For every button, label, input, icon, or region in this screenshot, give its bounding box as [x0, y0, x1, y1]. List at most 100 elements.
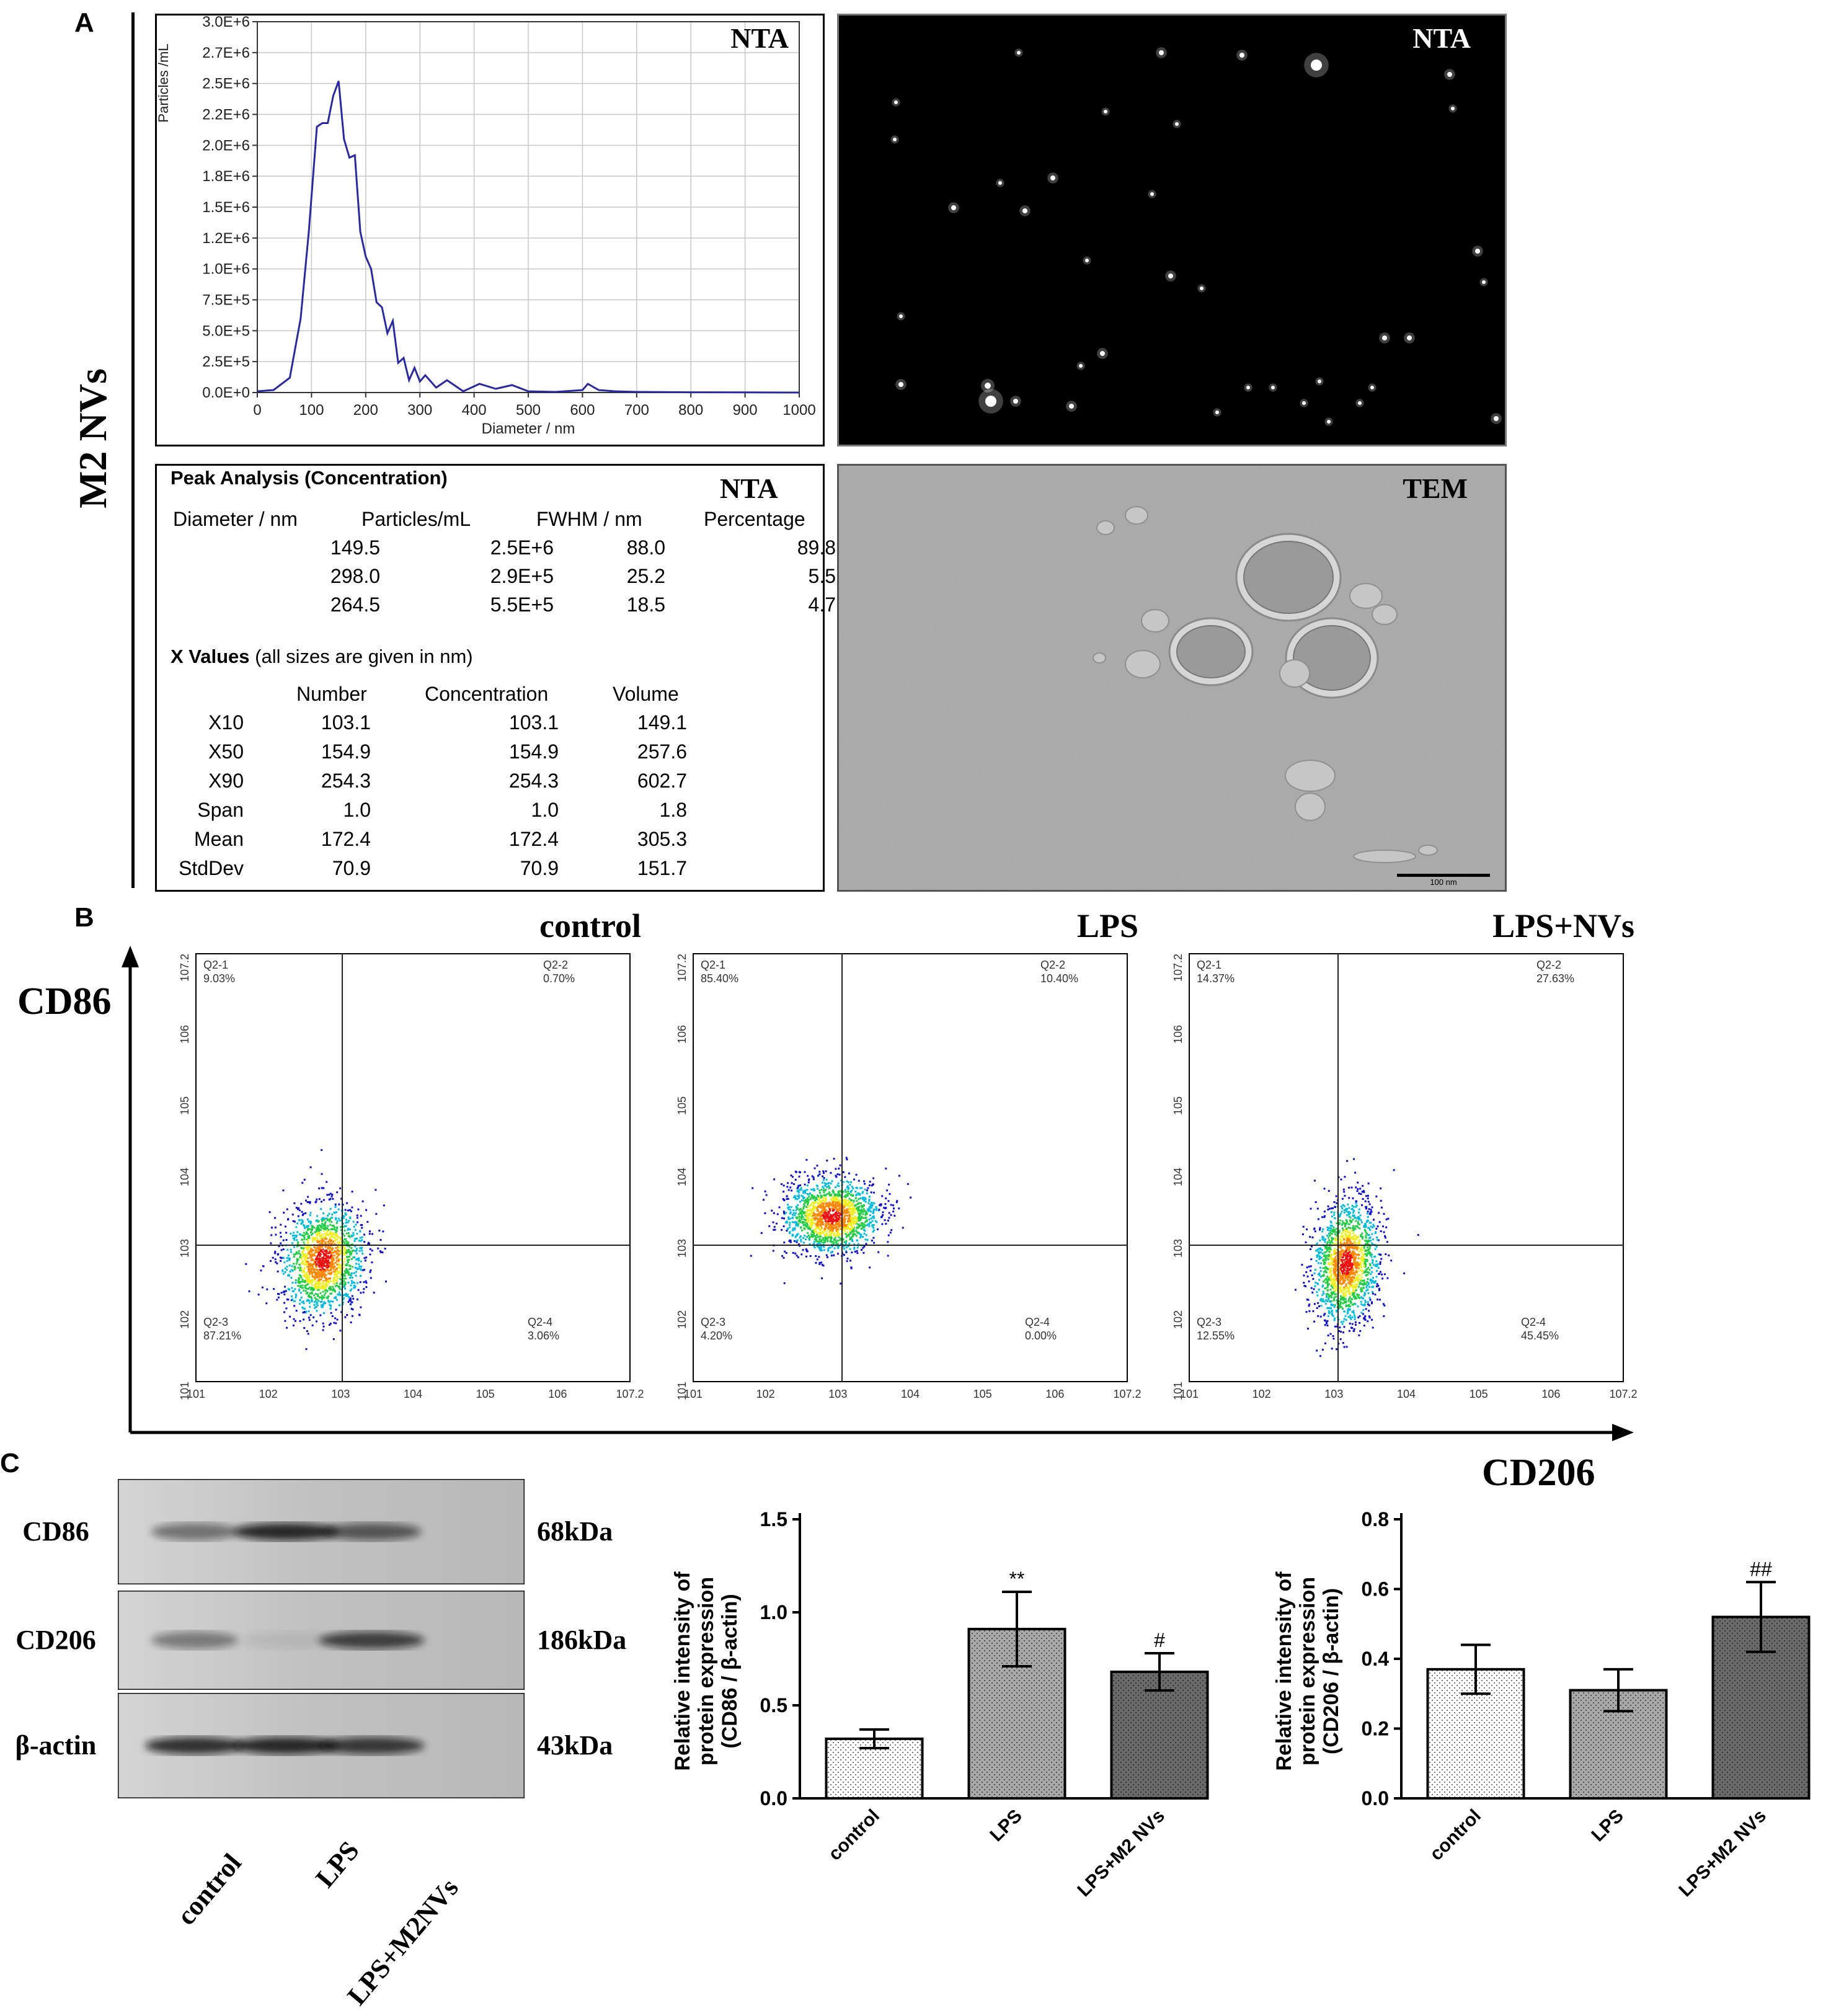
x-tick-label: 102 [756, 1388, 775, 1400]
event-dot [867, 1239, 869, 1241]
event-dot [885, 1197, 887, 1199]
event-dot [1375, 1248, 1377, 1250]
event-dot [814, 1199, 816, 1201]
event-dot [824, 1241, 826, 1243]
event-dot [1369, 1297, 1371, 1299]
particle [1475, 249, 1480, 254]
peak-analysis-title: Peak Analysis (Concentration) [171, 467, 448, 489]
event-dot [794, 1240, 796, 1242]
event-dot [295, 1253, 297, 1254]
event-dot [339, 1188, 341, 1189]
event-dot [876, 1206, 877, 1208]
event-dot [910, 1197, 911, 1199]
event-dot [804, 1171, 806, 1173]
event-dot [822, 1206, 824, 1207]
event-dot [1353, 1158, 1355, 1160]
event-dot [856, 1231, 858, 1233]
event-dot [885, 1223, 887, 1225]
event-dot [339, 1294, 341, 1295]
y-axis-label: Particles /mL [157, 43, 171, 122]
event-dot [1358, 1334, 1360, 1336]
event-dot [833, 1242, 835, 1244]
event-dot [312, 1233, 314, 1235]
event-dot [293, 1220, 295, 1222]
event-dot [311, 1273, 313, 1275]
event-dot [822, 1215, 823, 1217]
event-dot [848, 1223, 849, 1225]
event-dot [1328, 1310, 1330, 1312]
event-dot [325, 1282, 327, 1284]
event-dot [1367, 1246, 1368, 1248]
event-dot [348, 1249, 350, 1251]
xvalues-cell: 172.4 [435, 828, 559, 851]
event-dot [892, 1204, 894, 1206]
event-dot [1372, 1238, 1374, 1240]
event-dot [1341, 1224, 1343, 1226]
event-dot [1314, 1272, 1316, 1274]
event-dot [787, 1182, 789, 1184]
event-dot [1344, 1230, 1346, 1232]
event-dot [329, 1277, 331, 1279]
particle [1318, 380, 1321, 383]
event-dot [817, 1236, 818, 1238]
event-dot [1373, 1264, 1375, 1266]
event-dot [1348, 1223, 1350, 1225]
event-dot [339, 1292, 340, 1294]
event-dot [294, 1235, 296, 1237]
event-dot [356, 1253, 358, 1254]
event-dot [335, 1206, 337, 1207]
peak-cell: 5.5 [730, 565, 836, 588]
event-dot [381, 1251, 383, 1253]
event-dot [797, 1240, 799, 1241]
event-dot [852, 1210, 854, 1212]
event-dot [321, 1250, 322, 1252]
event-dot [245, 1263, 247, 1265]
event-dot [339, 1286, 340, 1287]
event-dot [1345, 1234, 1347, 1236]
event-dot [344, 1252, 345, 1254]
event-dot [792, 1252, 794, 1254]
event-dot [880, 1216, 882, 1218]
vesicle [1285, 760, 1335, 791]
event-dot [306, 1330, 308, 1332]
event-dot [1346, 1254, 1348, 1256]
event-dot [1319, 1229, 1321, 1231]
event-dot [306, 1279, 308, 1281]
event-dot [836, 1173, 838, 1175]
event-dot [1318, 1251, 1319, 1253]
event-dot [1342, 1262, 1344, 1264]
event-dot [856, 1221, 858, 1223]
event-dot [328, 1194, 330, 1196]
event-dot [328, 1281, 330, 1282]
event-dot [1331, 1276, 1332, 1277]
event-dot [295, 1297, 296, 1299]
event-dot [1370, 1264, 1372, 1266]
event-dot [361, 1237, 363, 1238]
x-tick-label: 103 [828, 1388, 847, 1400]
event-dot [1351, 1238, 1353, 1240]
event-dot [358, 1240, 360, 1241]
event-dot [1305, 1241, 1307, 1243]
event-dot [825, 1194, 827, 1196]
event-dot [1375, 1280, 1377, 1282]
event-dot [337, 1253, 339, 1254]
event-dot [869, 1184, 871, 1186]
event-dot [334, 1240, 336, 1242]
event-dot [830, 1199, 832, 1201]
particle [1168, 273, 1173, 278]
event-dot [377, 1248, 379, 1250]
event-dot [309, 1306, 311, 1308]
event-dot [1308, 1281, 1310, 1282]
event-dot [815, 1262, 817, 1264]
x-tick-label: 107.2 [1609, 1388, 1637, 1400]
event-dot [817, 1194, 818, 1196]
event-dot [797, 1256, 799, 1258]
event-dot [307, 1219, 309, 1220]
event-dot [1346, 1319, 1347, 1321]
event-dot [1323, 1281, 1324, 1282]
event-dot [313, 1294, 315, 1296]
x-tick-label: 200 [353, 402, 378, 419]
particle [1013, 399, 1018, 404]
event-dot [1308, 1299, 1310, 1301]
event-dot [1321, 1249, 1323, 1251]
